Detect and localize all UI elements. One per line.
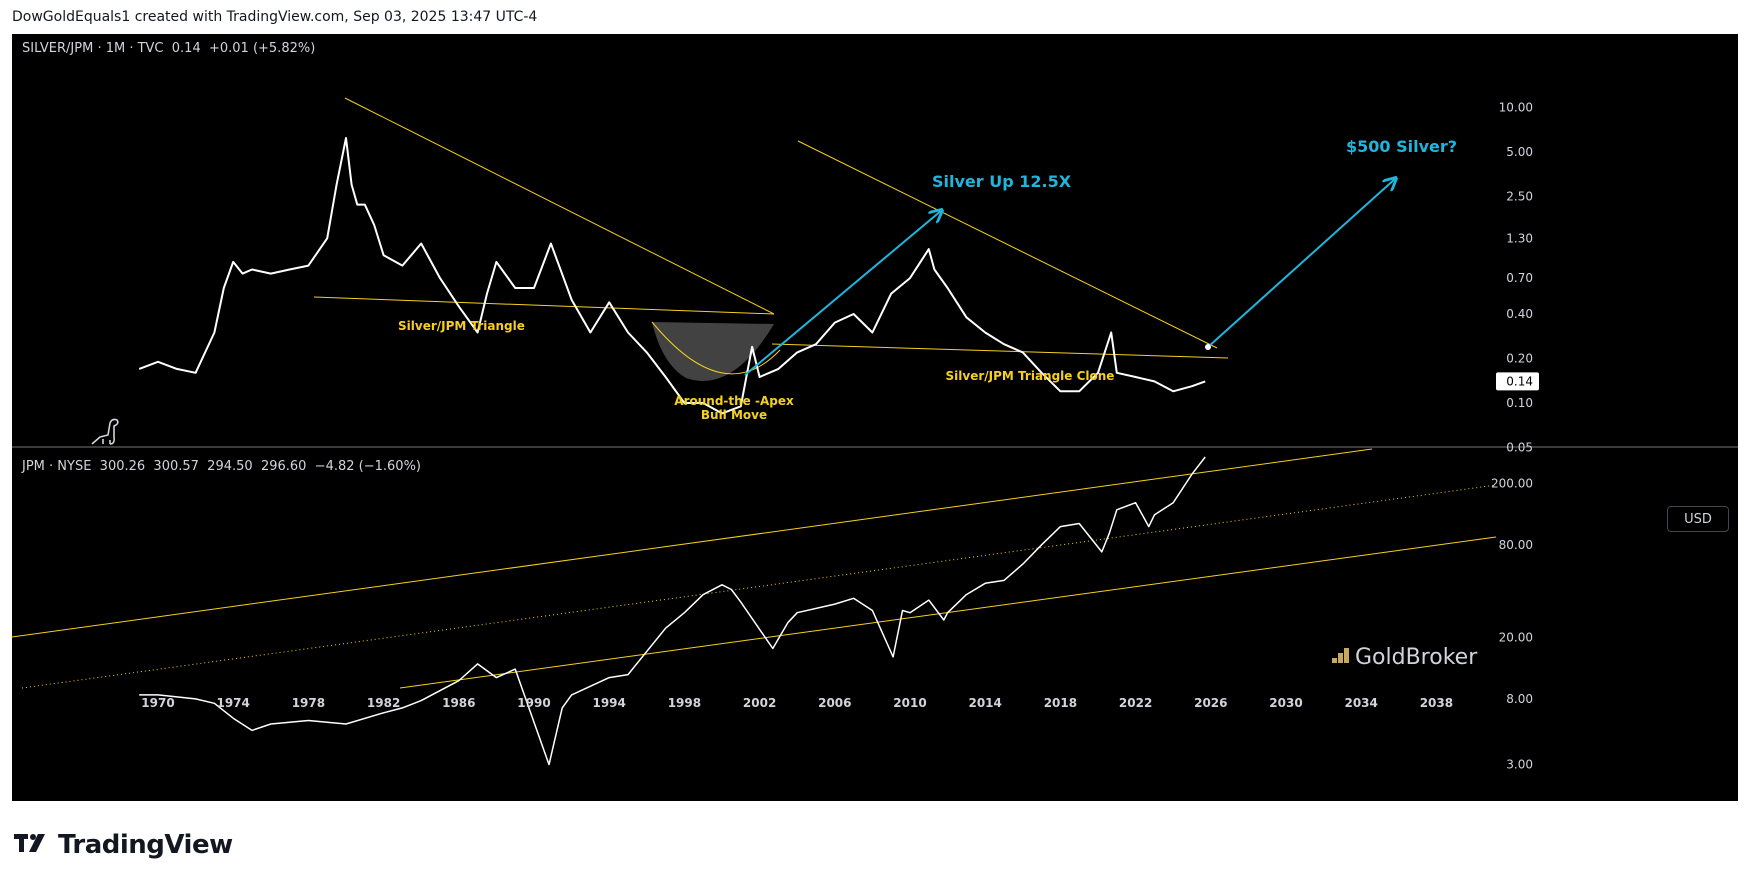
x-tick-label: 1990 bbox=[517, 696, 550, 710]
goldbroker-logo-icon bbox=[1332, 648, 1349, 663]
bottom-y-tick-label: 200.00 bbox=[1491, 477, 1533, 491]
tradingview-brand[interactable]: TradingView bbox=[14, 830, 233, 860]
attribution: DowGoldEquals1 created with TradingView.… bbox=[12, 9, 538, 25]
x-tick-label: 1986 bbox=[442, 696, 475, 710]
x-tick-label: 2026 bbox=[1194, 696, 1227, 710]
x-tick-label: 2030 bbox=[1269, 696, 1302, 710]
top-y-tick-label: 0.20 bbox=[1506, 352, 1533, 366]
jpm-price-line bbox=[139, 456, 1206, 766]
bottom-y-tick-label: 80.00 bbox=[1499, 538, 1533, 552]
around-apex-arc bbox=[651, 321, 781, 375]
lower-clone-trendline bbox=[771, 343, 1229, 359]
x-tick-label: 2018 bbox=[1044, 696, 1077, 710]
x-tick-label: 1998 bbox=[668, 696, 701, 710]
top-y-tick-label: 0.40 bbox=[1506, 307, 1533, 321]
bottom-y-tick-label: 20.00 bbox=[1499, 631, 1533, 645]
label-around-apex: Around-the -Apex bbox=[674, 394, 794, 408]
x-tick-label: 1978 bbox=[292, 696, 325, 710]
dinosaur-icon bbox=[91, 418, 119, 445]
x-tick-label: 2010 bbox=[893, 696, 926, 710]
x-tick-label: 1970 bbox=[141, 696, 174, 710]
lower-triangle-trendline bbox=[313, 296, 775, 315]
channel-upper-line bbox=[11, 448, 1373, 638]
top-y-tick-label: 0.05 bbox=[1506, 441, 1533, 455]
forecast-arrow bbox=[1207, 178, 1396, 348]
bowl-shade bbox=[652, 322, 774, 381]
x-tick-label: 2034 bbox=[1344, 696, 1377, 710]
dinosaur-outline bbox=[91, 418, 119, 445]
top-legend: SILVER/JPM · 1M · TVC 0.14 +0.01 (+5.82%… bbox=[22, 41, 316, 56]
x-tick-label: 2006 bbox=[818, 696, 851, 710]
top-y-tick-label: 2.50 bbox=[1506, 189, 1533, 203]
label-500-silver: $500 Silver? bbox=[1346, 137, 1457, 156]
label-bull-move: Bull Move bbox=[701, 408, 767, 422]
x-tick-label: 1982 bbox=[367, 696, 400, 710]
x-tick-label: 2002 bbox=[743, 696, 776, 710]
chart-area[interactable]: Silver/JPM Triangle Around-the -Apex Bull … bbox=[11, 34, 1738, 801]
bottom-y-tick-label: 8.00 bbox=[1506, 692, 1533, 706]
bottom-y-tick-label: 3.00 bbox=[1506, 758, 1533, 772]
upper-triangle-trendline bbox=[344, 97, 775, 315]
x-tick-label: 1994 bbox=[592, 696, 625, 710]
x-tick-label: 2022 bbox=[1119, 696, 1152, 710]
bottom-legend: JPM · NYSE 300.26 300.57 294.50 296.60 −… bbox=[22, 459, 421, 474]
price-tag-box bbox=[1496, 372, 1539, 391]
x-tick-label: 2038 bbox=[1420, 696, 1453, 710]
goldbroker-logo-bar bbox=[1338, 653, 1343, 663]
goldbroker-logo-bar bbox=[1332, 658, 1337, 663]
tradingview-logo-icon bbox=[14, 834, 45, 852]
top-y-tick-label: 0.70 bbox=[1506, 271, 1533, 285]
label-silver-up: Silver Up 12.5X bbox=[932, 172, 1072, 191]
bull-move-arrow bbox=[744, 210, 942, 376]
tradingview-wordmark: TradingView bbox=[58, 830, 233, 860]
price-tag-label: 0.14 bbox=[1506, 374, 1533, 388]
top-y-tick-label: 0.10 bbox=[1506, 396, 1533, 410]
goldbroker-watermark: GoldBroker bbox=[1355, 645, 1478, 670]
chart-svg[interactable]: Silver/JPM Triangle Around-the -ApexBull … bbox=[11, 34, 1738, 801]
goldbroker-logo-bar bbox=[1344, 648, 1349, 663]
upper-clone-trendline bbox=[797, 140, 1218, 349]
silver-jpm-price-line bbox=[138, 137, 1206, 415]
x-tick-label: 1974 bbox=[216, 696, 249, 710]
top-y-tick-label: 1.30 bbox=[1506, 231, 1533, 245]
x-tick-label: 2014 bbox=[968, 696, 1001, 710]
currency-button[interactable]: USD bbox=[1667, 506, 1729, 532]
channel-mid-line bbox=[21, 484, 1497, 689]
top-y-tick-label: 5.00 bbox=[1506, 145, 1533, 159]
label-triangle-clone: Silver/JPM Triangle Clone bbox=[946, 369, 1115, 383]
last-price-dot bbox=[1205, 344, 1211, 350]
label-silver-jpm-triangle: Silver/JPM Triangle bbox=[398, 319, 525, 333]
top-y-tick-label: 10.00 bbox=[1499, 100, 1533, 114]
